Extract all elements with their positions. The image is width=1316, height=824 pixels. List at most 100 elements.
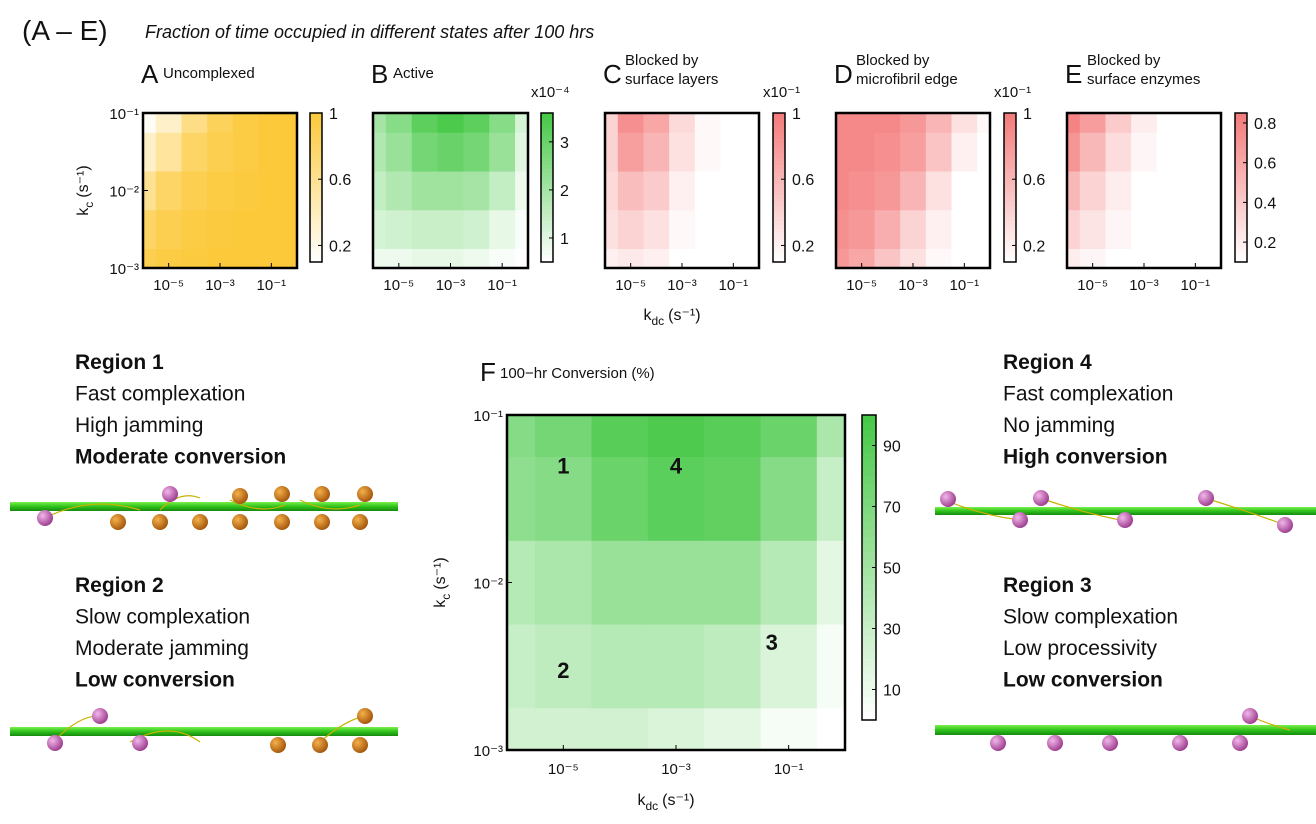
heatmap-cell <box>605 209 619 250</box>
colorbar-swatch <box>1004 113 1016 118</box>
colorbar-swatch <box>1004 146 1016 151</box>
heatmap-cell <box>1156 113 1184 133</box>
colorbar-swatch <box>310 187 322 192</box>
heatmap-cell <box>284 170 298 211</box>
region-title: Region 4 <box>1003 351 1092 374</box>
heatmap-cell <box>411 132 439 172</box>
heatmap-cell <box>232 170 260 211</box>
colorbar-label: x10⁻⁴ <box>531 84 570 101</box>
colorbar-swatch <box>773 258 785 263</box>
heatmap-cell <box>720 248 747 269</box>
heatmap-cell <box>437 248 465 269</box>
region-marker: 1 <box>557 453 569 478</box>
heatmap-cell <box>385 113 413 133</box>
x-axis-label-unit: (s⁻¹) <box>662 792 694 809</box>
heatmap-cell <box>1208 170 1222 211</box>
heatmap-cell <box>155 113 183 133</box>
colorbar-swatch <box>862 521 876 530</box>
colorbar-swatch <box>1235 228 1247 233</box>
colorbar-frame <box>772 112 786 263</box>
colorbar-swatch <box>1235 187 1247 192</box>
colorbar-swatch <box>773 243 785 248</box>
colorbar-tick-label: 1 <box>329 106 338 123</box>
colorbar-swatch <box>862 544 876 553</box>
heatmap-cell <box>1079 170 1107 211</box>
colorbar-swatch <box>541 157 553 162</box>
colorbar-swatch <box>1004 142 1016 148</box>
colorbar-swatch <box>541 165 553 170</box>
colorbar-swatch <box>310 254 322 259</box>
region-line: Low conversion <box>75 669 235 692</box>
colorbar-swatch <box>1235 243 1247 248</box>
colorbar-swatch <box>773 183 785 188</box>
colorbar-swatch <box>773 224 785 229</box>
heatmap-cell <box>1182 209 1209 250</box>
colorbar-swatch <box>773 161 785 166</box>
colorbar-swatch <box>310 232 322 237</box>
colorbar-swatch <box>310 228 322 233</box>
heatmap-cell <box>1067 113 1081 133</box>
colorbar-swatch <box>310 150 322 155</box>
colorbar-swatch <box>862 704 876 713</box>
colorbar-swatch <box>1004 217 1016 222</box>
heatmap-cell <box>704 456 762 541</box>
panel-title: microfibril edge <box>856 71 958 88</box>
colorbar-swatch <box>773 235 785 241</box>
heatmap-cell <box>411 248 439 269</box>
colorbar-swatch <box>310 157 322 162</box>
colorbar-swatch <box>541 254 553 259</box>
heatmap-cell <box>669 248 696 269</box>
colorbar-swatch <box>773 206 785 211</box>
heatmap-cell <box>694 170 722 211</box>
colorbar-swatch <box>310 168 322 174</box>
colorbar-swatch <box>773 228 785 233</box>
colorbar-swatch <box>1004 198 1016 203</box>
region-line: High conversion <box>1003 446 1168 469</box>
colorbar-swatch <box>773 254 785 259</box>
heatmap-cell <box>155 170 183 211</box>
colorbar-swatch <box>541 224 553 229</box>
colorbar-swatch <box>310 221 322 226</box>
y-tick-label: 10⁻³ <box>473 743 503 760</box>
heatmap-cell <box>977 248 991 269</box>
colorbar-swatch <box>862 483 876 492</box>
colorbar-swatch <box>310 131 322 136</box>
colorbar-swatch <box>773 131 785 136</box>
region-line: Low processivity <box>1003 637 1158 660</box>
colorbar-swatch <box>862 491 876 500</box>
figure-title: (A – E) <box>22 15 108 46</box>
heatmap-cell <box>535 623 593 709</box>
colorbar-swatch <box>541 239 553 244</box>
region-line: Moderate jamming <box>75 637 249 660</box>
colorbar-swatch <box>310 194 322 200</box>
heatmap-cell <box>617 209 645 250</box>
x-tick-label: 10⁻¹ <box>1181 277 1211 294</box>
heatmap-cell <box>1182 113 1209 133</box>
colorbar-swatch <box>541 250 553 256</box>
heatmap-cell <box>463 209 490 250</box>
heatmap-cell <box>207 248 234 269</box>
colorbar-swatch <box>862 681 876 690</box>
heatmap-cell <box>848 248 876 269</box>
colorbar-swatch <box>541 243 553 248</box>
colorbar-swatch <box>862 514 876 523</box>
heatmap-cell <box>143 132 157 172</box>
colorbar-swatch <box>1235 191 1247 196</box>
colorbar-swatch <box>773 139 785 144</box>
colorbar-swatch <box>773 250 785 256</box>
heatmap-cell <box>591 707 649 751</box>
colorbar-label: x10⁻¹ <box>994 84 1031 101</box>
heatmap-cell <box>925 170 953 211</box>
heatmap-cell <box>816 415 846 458</box>
colorbar-swatch <box>1004 250 1016 256</box>
colorbar-tick-label: 0.6 <box>329 172 351 189</box>
heatmap-cell <box>155 248 183 269</box>
heatmap-cell <box>207 170 234 211</box>
heatmap-cell <box>874 113 901 133</box>
colorbar-swatch <box>541 183 553 188</box>
heatmap-cell <box>951 170 978 211</box>
heatmap-cell <box>1105 113 1132 133</box>
heatmap-cell <box>1105 209 1132 250</box>
heatmap-cell <box>258 132 285 172</box>
heatmap-cell <box>207 132 234 172</box>
